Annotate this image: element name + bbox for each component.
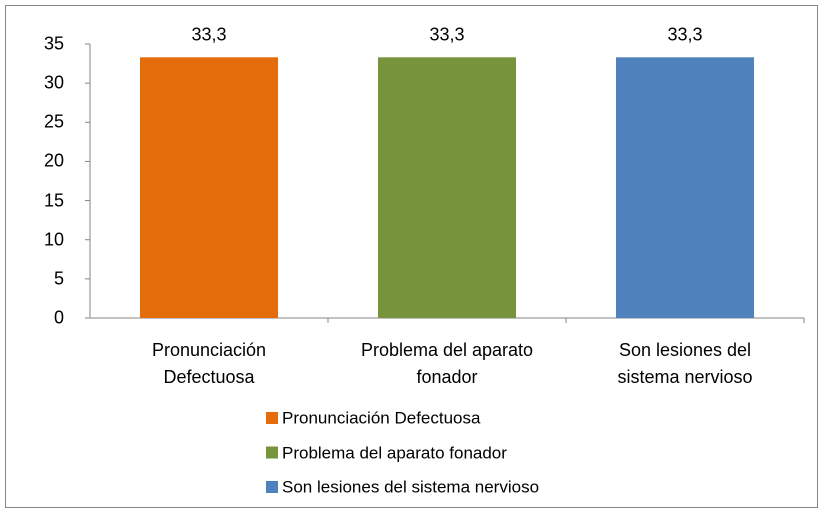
bar [377,57,517,319]
value-label: 33,3 [191,24,227,45]
y-tick-label: 15 [43,190,64,211]
y-tick-label: 30 [43,72,64,93]
x-tick-label: Problema del aparato fonador [360,340,534,387]
legend-label: Son lesiones del sistema nervioso [282,477,540,497]
legend-swatch [266,446,278,459]
y-tick-label: 20 [43,150,64,171]
y-tick-label: 0 [53,307,64,328]
y-tick-label: 35 [43,33,64,54]
legend-swatch [266,412,278,424]
y-tick-label: 5 [53,268,64,289]
legend-label: Problema del aparato fonador [282,443,507,462]
x-tick-label: Pronunciación Defectuosa [151,340,267,387]
bar [615,57,755,319]
legend-label: Pronunciación Defectuosa [282,408,481,428]
y-tick-label: 25 [43,111,64,132]
bar [139,57,279,319]
legend-swatch [266,481,278,493]
value-label: 33,3 [429,24,465,45]
y-tick-label: 10 [43,229,64,250]
value-label: 33,3 [667,24,703,45]
x-tick-label: Son lesiones del sistema nervioso [617,340,753,387]
